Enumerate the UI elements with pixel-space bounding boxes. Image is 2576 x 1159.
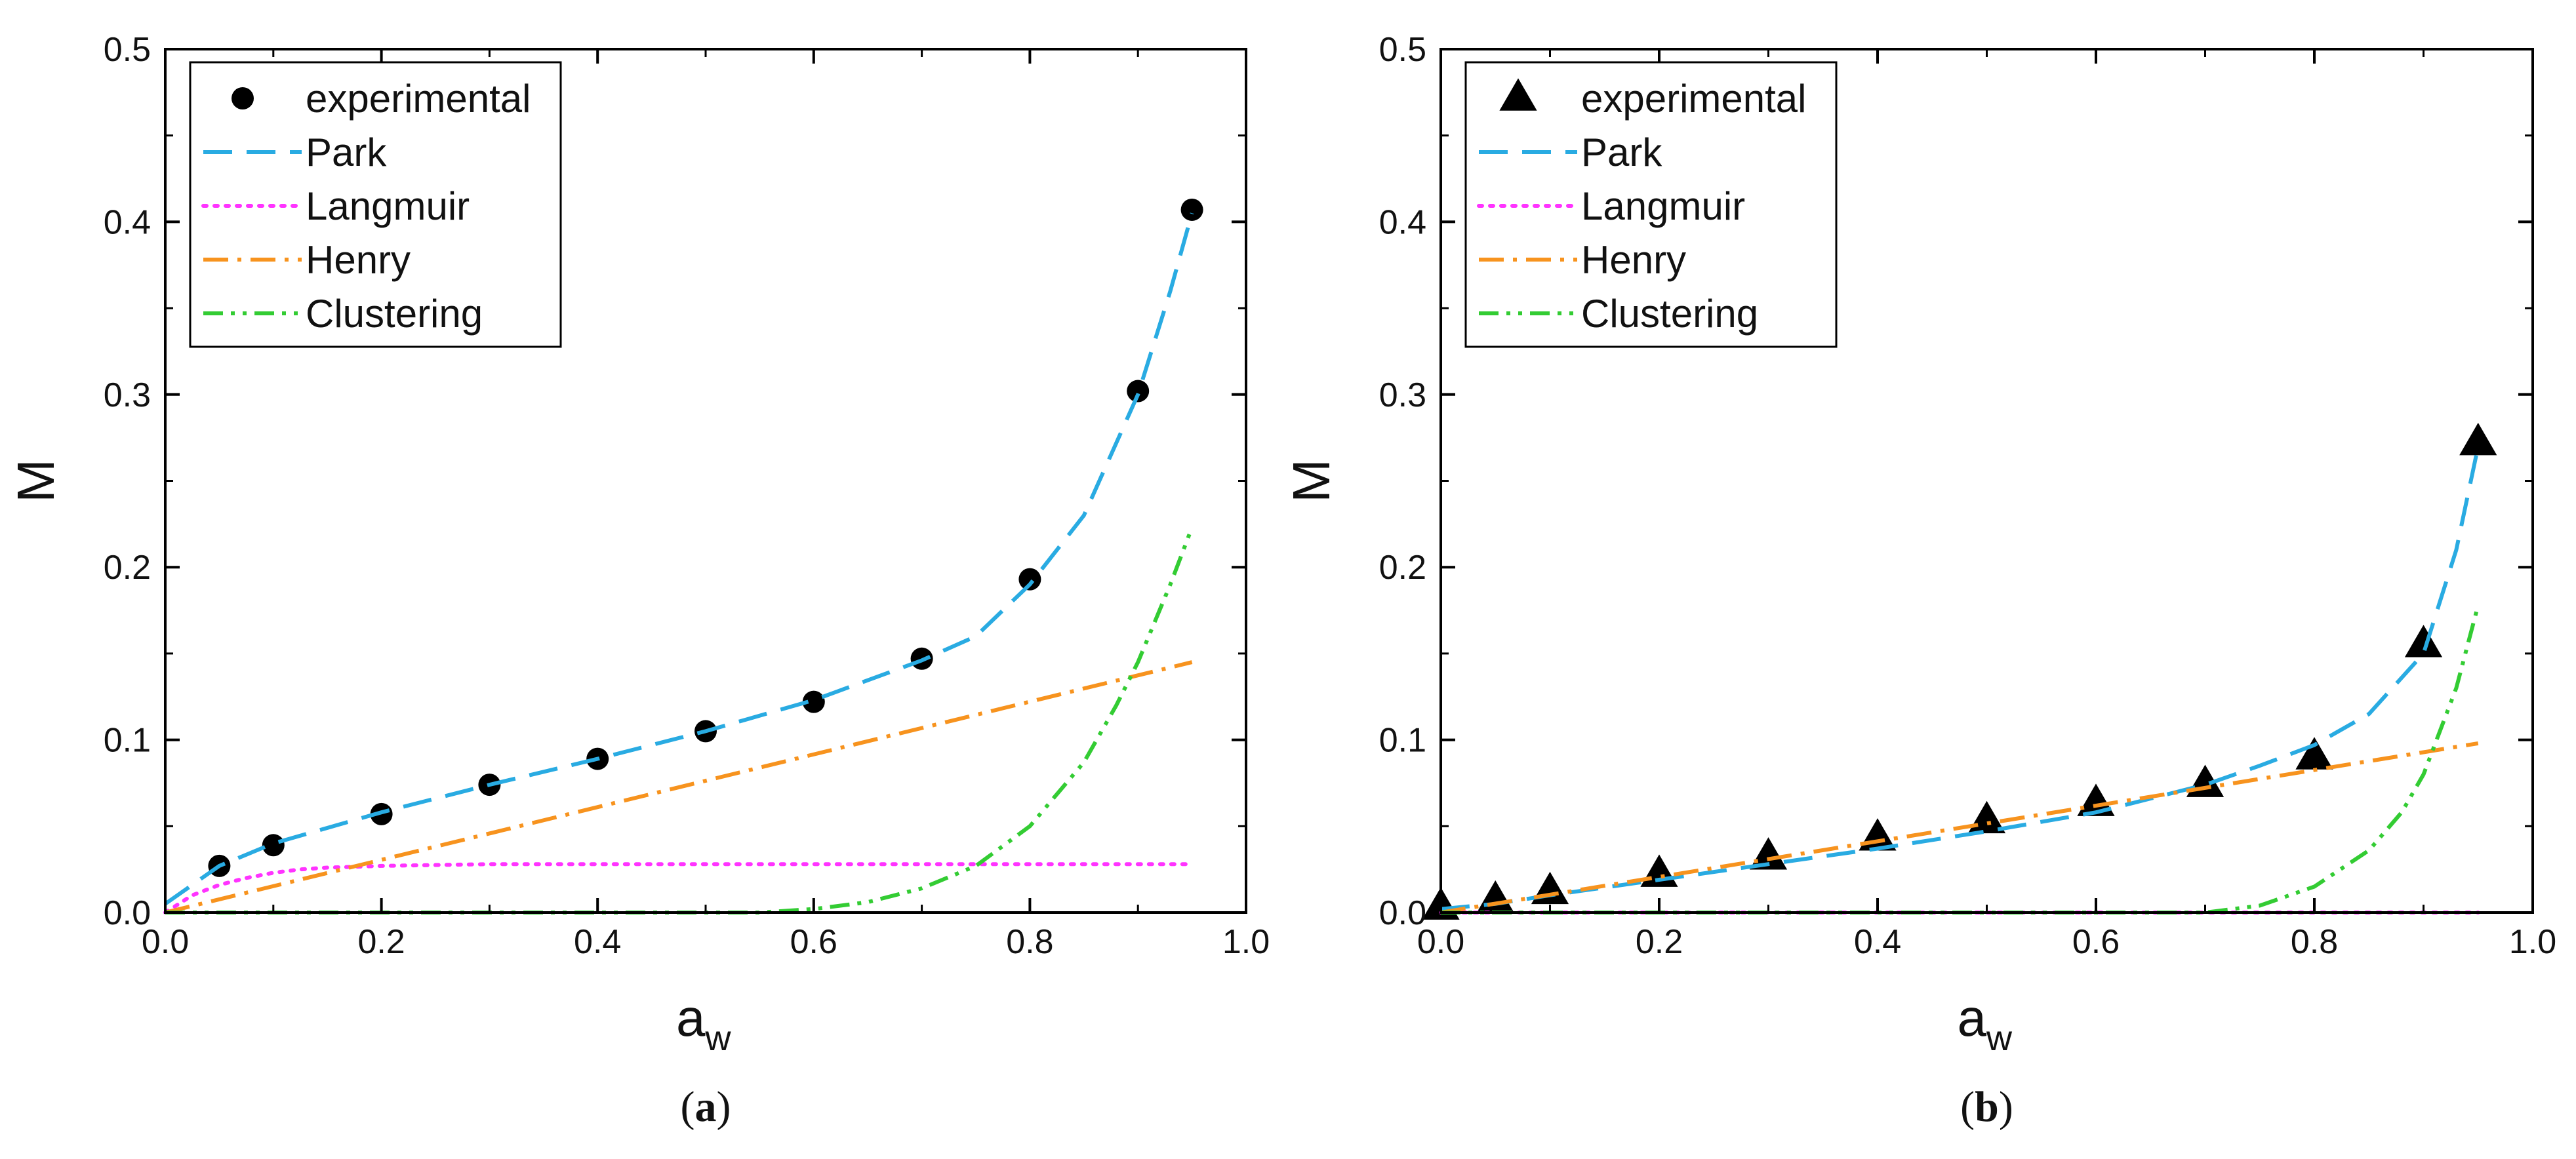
panel-caption-b: (b) — [1960, 1083, 2013, 1131]
series-line-henry — [165, 660, 1193, 914]
data-point-experimental — [1018, 568, 1041, 591]
series-line-clustering — [1441, 604, 2480, 914]
legend-a: experimental Park Langmuir Henry Cluster… — [189, 61, 562, 348]
series-line-henry — [1440, 741, 2479, 914]
x-tick-label: 0.0 — [1417, 923, 1464, 961]
y-tick-label: 0.3 — [1379, 376, 1426, 414]
legend-swatches — [201, 87, 304, 315]
data-point-experimental — [2295, 737, 2333, 770]
y-tick-label: 0.0 — [1379, 894, 1426, 932]
ticks-layer-a — [164, 48, 1247, 914]
y-tick-label: 0.4 — [104, 203, 151, 241]
x-axis-label-main: a — [676, 989, 706, 1047]
y-tick-label: 0.0 — [104, 894, 151, 932]
chart-panel-a: 0.0 0.2 0.4 0.6 0.8 1.0 0.0 0.1 0.2 0.3 … — [7, 31, 1270, 1131]
data-point-experimental — [2404, 625, 2443, 658]
x-tick-label: 0.4 — [574, 923, 621, 961]
x-tick-label: 0.6 — [790, 923, 837, 961]
x-tick-label: 0.2 — [1636, 923, 1683, 961]
legend-b: experimental Park Langmuir Henry Cluster… — [1464, 61, 1838, 348]
x-axis-label-main: a — [1958, 989, 1987, 1047]
y-tick-label: 0.2 — [1379, 549, 1426, 587]
x-axis-label: aw — [1958, 989, 2013, 1058]
legend-label-clustering: Clustering — [306, 292, 483, 336]
x-tick-label: 0.2 — [357, 923, 405, 961]
legend-label-park: Park — [1581, 130, 1662, 174]
x-axis-label: aw — [676, 989, 732, 1058]
legend-label-henry: Henry — [1581, 238, 1686, 282]
y-tick-label: 0.3 — [104, 376, 151, 414]
x-tick-label: 0.0 — [142, 923, 189, 961]
ticks-layer-b — [1439, 48, 2534, 914]
data-point-experimental — [2077, 783, 2115, 816]
chart-panel-b: 0.0 0.2 0.4 0.6 0.8 1.0 0.0 0.1 0.2 0.3 … — [1282, 31, 2556, 1131]
legend-swatch-experimental — [1499, 78, 1537, 111]
series-layer-b — [1422, 422, 2497, 920]
legend-swatch-experimental — [231, 87, 254, 109]
series-line-park — [164, 212, 1194, 906]
x-tick-label: 1.0 — [2509, 923, 2556, 961]
x-tick-label: 1.0 — [1222, 923, 1270, 961]
legend-label-henry: Henry — [306, 238, 411, 282]
y-tick-label: 0.4 — [1379, 203, 1426, 241]
x-axis-label-subscript: w — [705, 1019, 732, 1058]
data-point-experimental — [802, 690, 825, 713]
x-axis-label-subscript: w — [1986, 1019, 2013, 1058]
data-point-experimental — [1749, 837, 1788, 870]
y-tick-label: 0.1 — [104, 722, 151, 760]
series-layer-a — [163, 198, 1203, 914]
legend-label-clustering: Clustering — [1581, 292, 1758, 336]
data-point-experimental — [2459, 422, 2497, 456]
x-tick-label: 0.8 — [2291, 923, 2338, 961]
y-axis-label: M — [1282, 459, 1340, 503]
legend-label-experimental: experimental — [1581, 77, 1807, 121]
x-tick-label: 0.8 — [1006, 923, 1053, 961]
legend-label-experimental: experimental — [306, 77, 531, 121]
y-tick-label: 0.1 — [1379, 722, 1426, 760]
y-tick-label: 0.2 — [104, 549, 151, 587]
panel-caption-a: (a) — [681, 1083, 731, 1131]
legend-swatches — [1477, 78, 1579, 315]
legend-label-langmuir: Langmuir — [1581, 184, 1745, 228]
data-point-experimental — [1127, 380, 1150, 403]
series-line-langmuir — [163, 862, 1194, 914]
x-tick-label: 0.6 — [2072, 923, 2120, 961]
legend-label-langmuir: Langmuir — [306, 184, 470, 228]
legend-label-park: Park — [306, 130, 387, 174]
y-tick-label: 0.5 — [104, 31, 151, 69]
y-axis-label: M — [7, 459, 65, 503]
x-tick-label: 0.4 — [1854, 923, 1901, 961]
data-point-experimental — [1180, 198, 1203, 221]
y-tick-label: 0.5 — [1379, 31, 1426, 69]
data-point-experimental — [262, 834, 285, 857]
